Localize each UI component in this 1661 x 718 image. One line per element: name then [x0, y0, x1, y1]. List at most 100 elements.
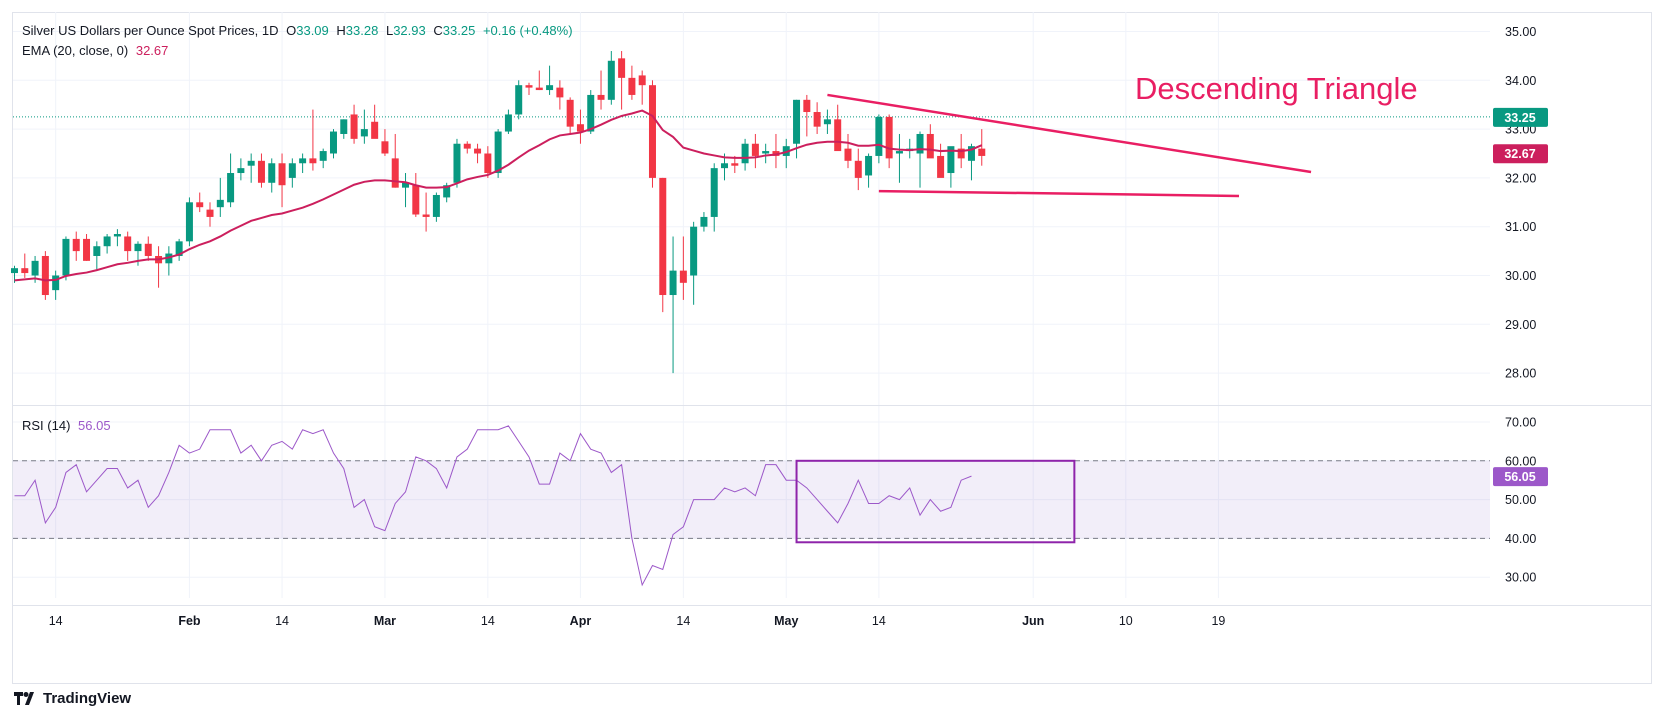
candle-body: [597, 94, 605, 100]
candle-body: [206, 209, 214, 217]
candle-body: [185, 202, 193, 242]
high-label: H: [336, 23, 346, 38]
chart-frame: [12, 12, 1652, 684]
candle-body: [268, 163, 276, 183]
candle-body: [648, 85, 656, 178]
candle-body: [916, 133, 924, 154]
candle-body: [299, 158, 307, 164]
candle-body: [967, 146, 975, 161]
candle-body: [659, 177, 667, 296]
candle-body: [52, 275, 60, 291]
candle-body: [247, 160, 255, 166]
candle-body: [278, 163, 286, 186]
candle-body: [288, 163, 296, 178]
rsi-tick-label: 40.00: [1505, 532, 1536, 546]
ema-badge: [1493, 144, 1548, 164]
candle-body: [124, 236, 132, 252]
rsi-band: [13, 460, 1490, 539]
candle-body: [556, 87, 564, 98]
candle-body: [381, 141, 389, 154]
candle-body: [895, 151, 903, 154]
candle-body: [679, 270, 687, 283]
candle-body: [762, 151, 770, 154]
last-price-badge: [1493, 107, 1548, 127]
candle-body: [525, 85, 533, 88]
candle-body: [144, 243, 152, 256]
candle-body: [710, 168, 718, 217]
legend-main: Silver US Dollars per Ounce Spot Prices,…: [22, 23, 577, 38]
candle-body: [175, 241, 183, 256]
candle-body: [453, 143, 461, 183]
candle-body: [21, 268, 29, 274]
candle-body: [638, 75, 646, 86]
open-value: 33.09: [296, 23, 329, 38]
time-tick-label: Feb: [178, 614, 201, 628]
candle-body: [432, 194, 440, 217]
candle-body: [72, 238, 80, 252]
rsi-badge: [1493, 467, 1548, 487]
candle-body: [823, 119, 831, 125]
time-tick-label: 10: [1119, 614, 1133, 628]
candle-body: [957, 148, 965, 159]
time-tick-label: May: [774, 614, 798, 628]
candle-body: [885, 116, 893, 159]
low-label: L: [385, 23, 394, 38]
candle-body: [422, 214, 430, 217]
price-tick-label: 29.00: [1505, 318, 1536, 332]
candle-body: [515, 85, 523, 115]
candle-body: [237, 168, 245, 174]
candle-body: [865, 155, 873, 176]
time-tick-label: Jun: [1022, 614, 1044, 628]
candle-body: [11, 268, 18, 274]
candle-body: [484, 153, 492, 174]
candle-body: [494, 131, 502, 174]
candle-body: [793, 99, 801, 144]
candle-body: [690, 226, 698, 276]
price-tick-label: 31.00: [1505, 220, 1536, 234]
rsi-value: 56.05: [78, 418, 111, 433]
symbol-title[interactable]: Silver US Dollars per Ounce Spot Prices,…: [22, 23, 279, 38]
rsi-label[interactable]: RSI (14): [22, 418, 71, 433]
candle-body: [196, 202, 204, 208]
ema-label[interactable]: EMA (20, close, 0): [22, 43, 129, 58]
candle-body: [937, 155, 945, 178]
candle-body: [227, 173, 235, 203]
time-tick-label: 19: [1211, 614, 1225, 628]
candle-body: [741, 143, 749, 164]
time-tick-label: 14: [481, 614, 495, 628]
pattern-annotation: Descending Triangle: [1135, 71, 1418, 106]
time-tick-label: Mar: [374, 614, 396, 628]
candle-body: [875, 116, 883, 156]
ema-badge-text: 32.67: [1504, 147, 1535, 161]
candle-body: [618, 58, 626, 78]
candle-body: [134, 243, 142, 252]
candle-body: [93, 246, 101, 256]
ema-line: [14, 109, 983, 282]
candle-body: [113, 234, 121, 237]
candle-body: [62, 238, 70, 276]
high-value: 33.28: [345, 23, 379, 38]
candle-body: [587, 94, 595, 132]
candle-body: [103, 236, 111, 247]
close-label: C: [433, 23, 443, 38]
price-tick-label: 35.00: [1505, 25, 1536, 39]
price-tick-label: 34.00: [1505, 74, 1536, 88]
candle-body: [319, 151, 327, 161]
candle-body: [546, 85, 554, 91]
candle-body: [371, 121, 379, 139]
support-trendline: [878, 189, 1240, 198]
price-tick-label: 30.00: [1505, 269, 1536, 283]
candle-body: [535, 87, 543, 91]
resistance-trendline: [827, 93, 1312, 174]
close-value: 33.25: [442, 23, 476, 38]
tradingview-logo[interactable]: TradingView: [14, 690, 131, 707]
ema-value: 32.67: [135, 43, 169, 58]
candle-body: [844, 148, 852, 161]
candle-body: [669, 270, 677, 296]
tradingview-icon: [14, 692, 34, 705]
rsi-tick-label: 30.00: [1505, 571, 1536, 585]
candle-body: [731, 163, 739, 166]
candle-body: [402, 182, 410, 188]
candle-body: [978, 148, 986, 156]
